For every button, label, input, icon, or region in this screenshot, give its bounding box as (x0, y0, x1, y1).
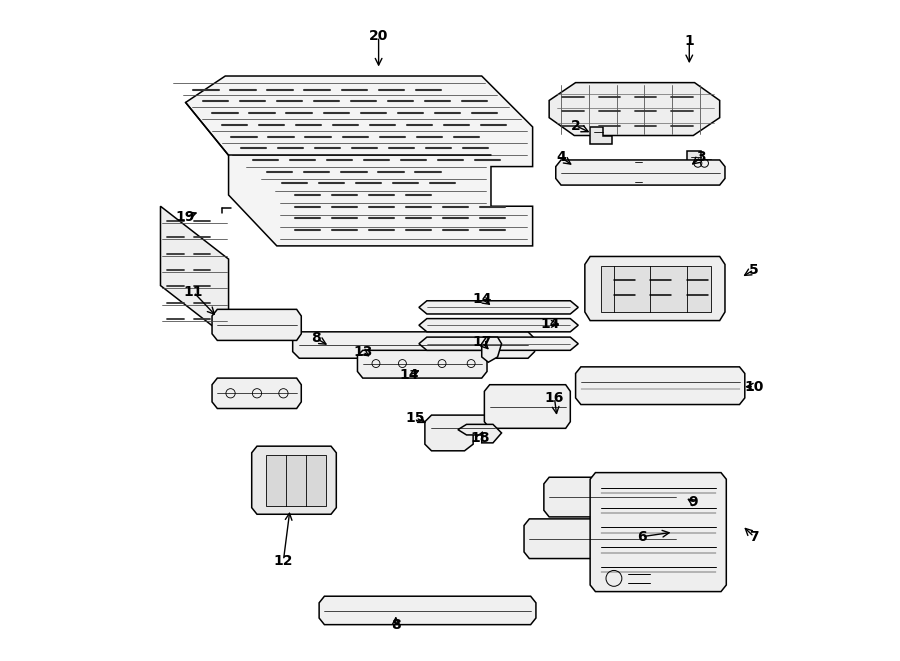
Polygon shape (320, 596, 536, 625)
Text: 7: 7 (749, 529, 759, 544)
Text: 8: 8 (311, 331, 321, 346)
Polygon shape (590, 473, 726, 592)
Polygon shape (357, 350, 487, 378)
Polygon shape (418, 319, 578, 332)
Polygon shape (425, 415, 501, 451)
Polygon shape (544, 477, 681, 517)
Text: 17: 17 (472, 335, 491, 350)
Polygon shape (212, 309, 302, 340)
Polygon shape (418, 301, 578, 314)
Text: 19: 19 (176, 210, 195, 224)
Polygon shape (252, 446, 337, 514)
Polygon shape (549, 83, 720, 136)
Text: 4: 4 (556, 150, 566, 165)
Text: 13: 13 (353, 344, 373, 359)
Polygon shape (266, 455, 326, 506)
Polygon shape (212, 378, 302, 408)
Text: 18: 18 (470, 430, 490, 445)
Polygon shape (418, 337, 578, 350)
Text: 6: 6 (637, 529, 646, 544)
Text: 9: 9 (688, 495, 698, 510)
Polygon shape (590, 127, 612, 144)
Polygon shape (482, 337, 501, 362)
Text: 10: 10 (744, 379, 764, 394)
Text: 14: 14 (472, 292, 491, 306)
Text: 14: 14 (400, 368, 419, 383)
Text: 2: 2 (571, 118, 580, 133)
Polygon shape (585, 256, 725, 321)
Text: 8: 8 (391, 617, 401, 632)
Text: 12: 12 (274, 553, 293, 568)
Text: 5: 5 (749, 262, 759, 277)
Polygon shape (687, 151, 711, 171)
Text: 14: 14 (541, 317, 560, 331)
Polygon shape (576, 367, 745, 405)
Polygon shape (292, 332, 535, 358)
Text: 1: 1 (684, 34, 694, 48)
Text: 3: 3 (697, 150, 706, 165)
Polygon shape (458, 424, 501, 443)
Text: 11: 11 (184, 285, 203, 299)
Polygon shape (484, 385, 571, 428)
Text: 15: 15 (406, 410, 426, 425)
Text: 16: 16 (544, 391, 564, 405)
Text: 20: 20 (369, 29, 388, 44)
Polygon shape (524, 519, 681, 559)
Polygon shape (600, 266, 711, 312)
Polygon shape (556, 160, 725, 185)
Polygon shape (185, 76, 533, 246)
Polygon shape (160, 206, 229, 338)
